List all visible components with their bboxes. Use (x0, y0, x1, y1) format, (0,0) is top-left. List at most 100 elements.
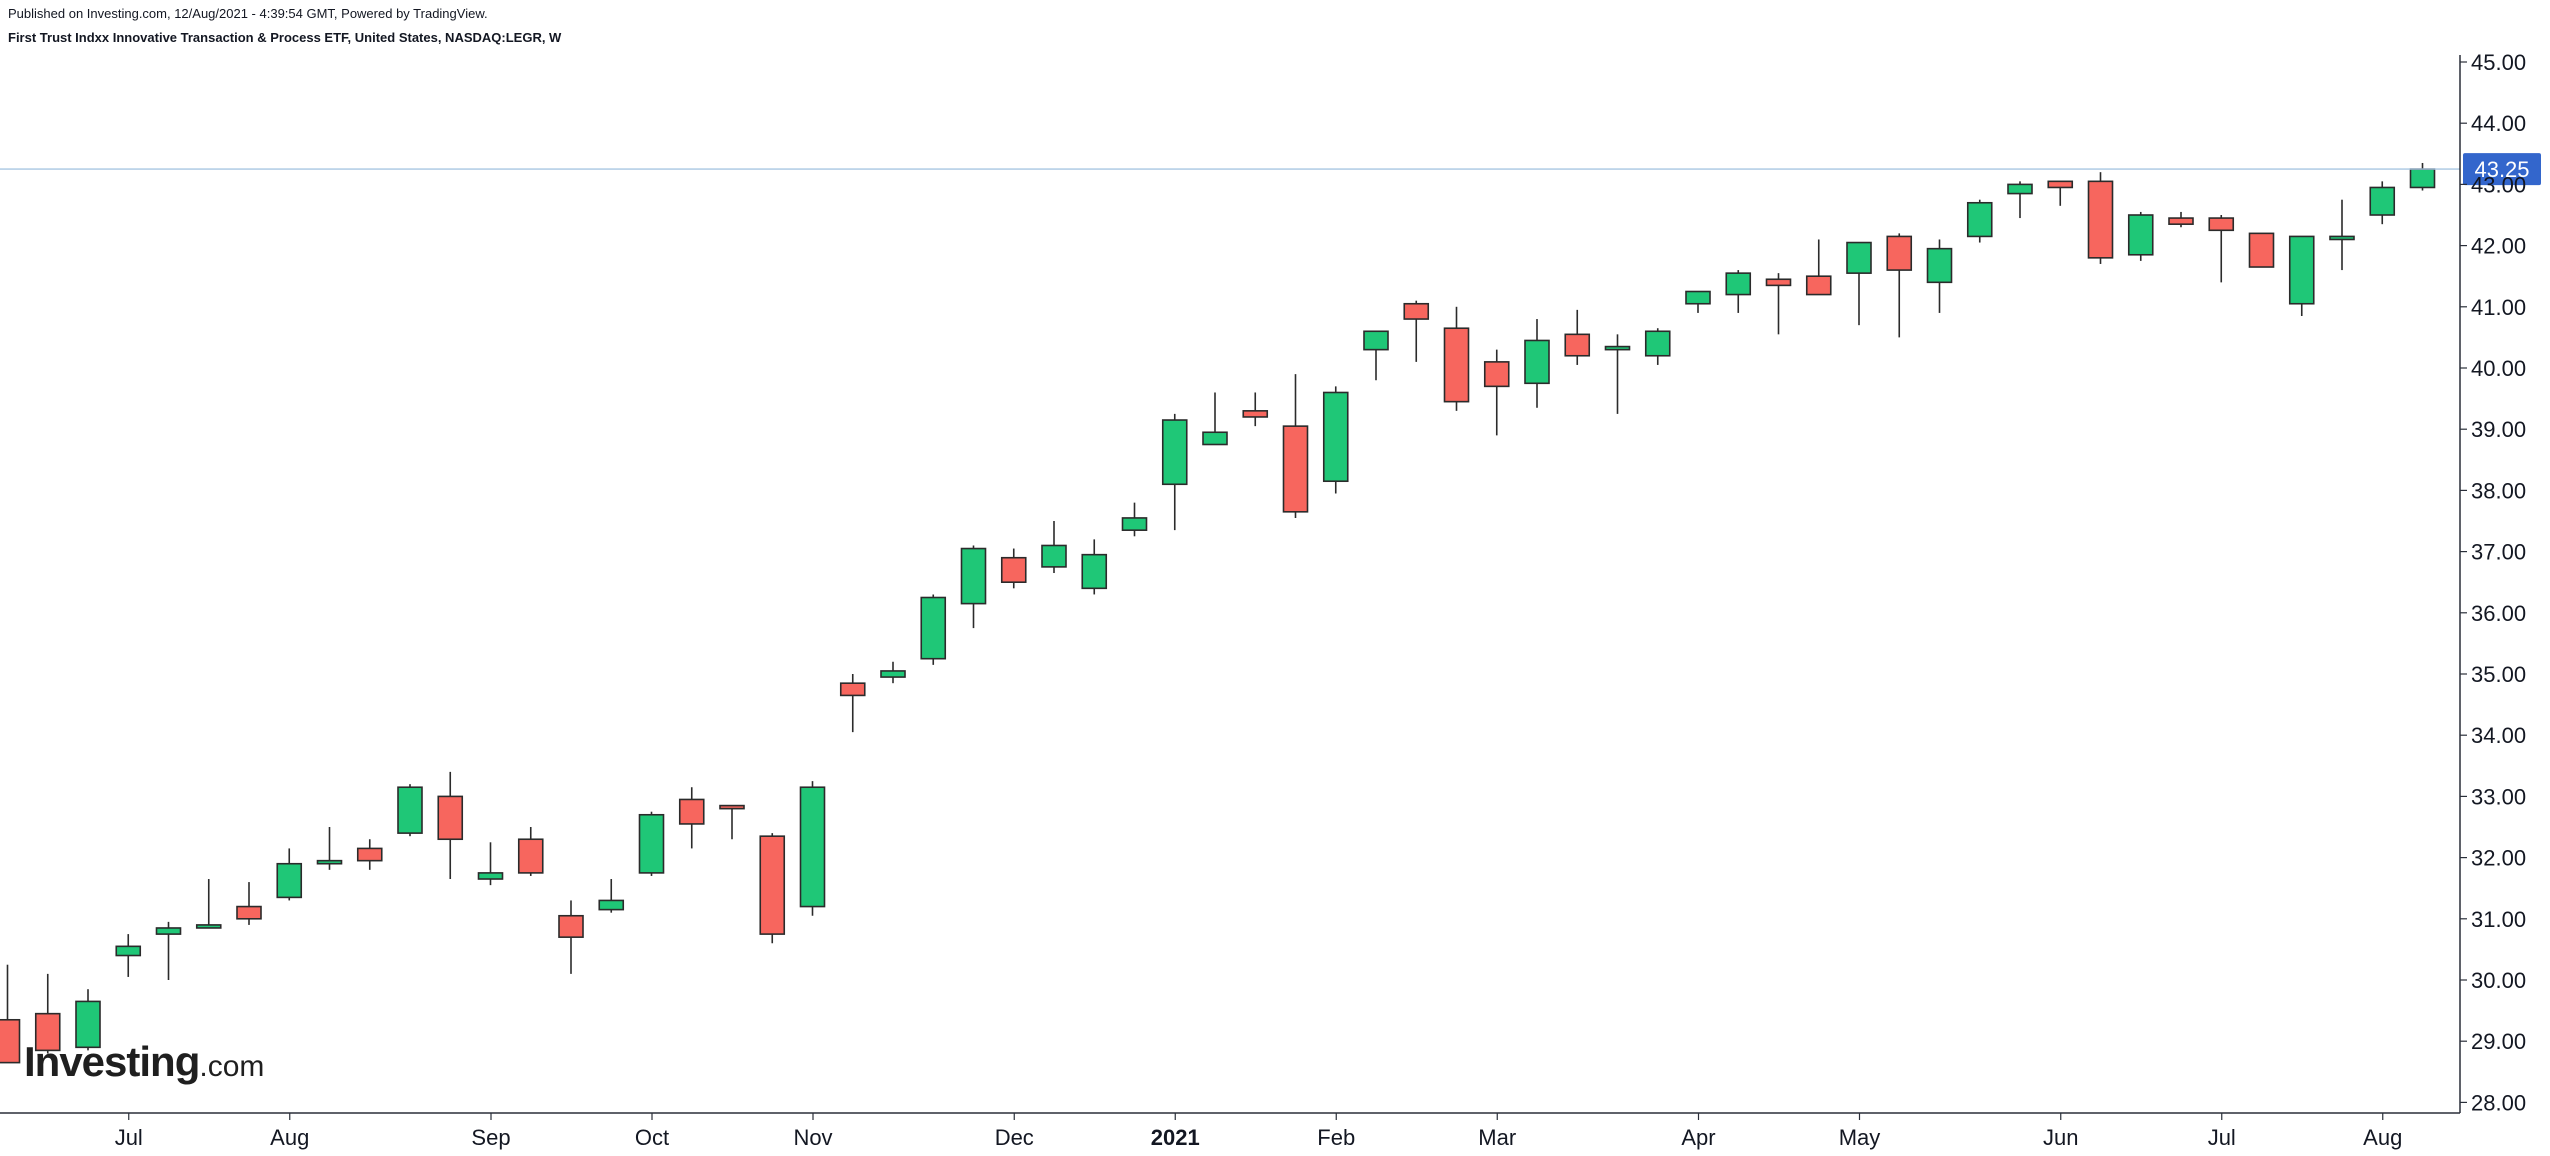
candle (1322, 386, 1349, 494)
candle-body (1322, 391, 1349, 483)
candle (2329, 199, 2355, 271)
candle (1363, 330, 1389, 381)
candle (1886, 233, 1913, 338)
candle (1443, 306, 1470, 411)
candle-body (1604, 345, 1631, 351)
candle-body (1000, 556, 1027, 583)
published-info: Published on Investing.com, 12/Aug/2021 … (8, 6, 488, 21)
x-tick-label: 2021 (1151, 1125, 1200, 1150)
candle-body (1524, 339, 1550, 385)
candle-body (2288, 235, 2315, 305)
candle (155, 921, 182, 980)
x-tick-label: Jul (115, 1125, 143, 1150)
candle (880, 661, 906, 684)
candle (1926, 239, 1953, 313)
y-tick-label: 32.00 (2471, 846, 2526, 871)
candle-body (437, 795, 464, 841)
candle (1202, 392, 1228, 446)
logo-suffix: .com (199, 1050, 265, 1083)
y-tick-label: 42.00 (2471, 234, 2526, 259)
candle-body (2168, 217, 2194, 225)
candle-body (2087, 180, 2114, 259)
candle (1403, 300, 1430, 362)
candle (236, 882, 262, 925)
x-tick-label: Jul (2208, 1125, 2236, 1150)
candle (2087, 172, 2114, 264)
candle-body (638, 813, 665, 874)
y-tick-label: 35.00 (2471, 662, 2526, 687)
candle-body (316, 859, 343, 865)
candle-body (1443, 327, 1470, 403)
y-tick-label: 36.00 (2471, 601, 2526, 626)
candle (34, 973, 61, 1054)
candle (1524, 319, 1550, 408)
candle-body (1121, 517, 1148, 531)
candle-body (2127, 214, 2154, 256)
x-tick-label: Sep (471, 1125, 510, 1150)
candle-body (2208, 217, 2235, 232)
candle-body (75, 1000, 101, 1049)
x-tick-label: Aug (270, 1125, 309, 1150)
y-tick-label: 29.00 (2471, 1029, 2526, 1054)
candle-body (236, 905, 262, 920)
price-tag (2463, 153, 2541, 186)
candle (1765, 273, 1792, 335)
x-tick-label: Nov (793, 1125, 832, 1150)
candle (2369, 181, 2396, 225)
candle-body (880, 670, 906, 678)
y-tick-label: 31.00 (2471, 907, 2526, 932)
candle-body (1242, 410, 1269, 418)
candle-body (2248, 232, 2275, 268)
candle-body (1846, 241, 1872, 274)
candle-body (115, 945, 142, 957)
candle-body (1202, 431, 1228, 446)
y-tick-label: 39.00 (2471, 417, 2526, 442)
candle (397, 784, 423, 837)
candle-body (1403, 302, 1430, 320)
candle (1725, 270, 1752, 313)
candle (839, 674, 866, 733)
candle (1564, 309, 1591, 365)
x-tick-label: Aug (2363, 1125, 2402, 1150)
y-tick-label: 37.00 (2471, 540, 2526, 565)
x-tick-label: Jun (2043, 1125, 2078, 1150)
y-tick-label: 28.00 (2471, 1090, 2526, 1115)
candle (2409, 162, 2436, 191)
y-tick-label: 41.00 (2471, 295, 2526, 320)
candle-body (155, 927, 182, 935)
candle-body (1805, 275, 1832, 296)
candle-body (1483, 361, 1510, 388)
y-tick-label: 44.00 (2471, 111, 2526, 136)
candle (960, 545, 987, 629)
candle-body (799, 786, 826, 908)
candle (1966, 199, 1993, 243)
candle (195, 879, 222, 929)
x-tick-label: Mar (1478, 1125, 1516, 1150)
candle-body (2409, 168, 2436, 189)
candle (437, 771, 464, 880)
candle-body (356, 847, 383, 862)
candle (517, 827, 544, 876)
candle (1081, 539, 1108, 595)
candle-body (34, 1012, 61, 1052)
candle (719, 804, 745, 840)
candle-body (477, 872, 504, 880)
candle-body (1041, 544, 1067, 568)
investing-logo: Investing.com (24, 1038, 264, 1086)
candle-body (1564, 333, 1591, 357)
x-tick-label: Apr (1681, 1125, 1715, 1150)
candle (477, 842, 504, 886)
candle-body (517, 838, 544, 874)
y-tick-label: 30.00 (2471, 968, 2526, 993)
candle (316, 827, 343, 870)
y-tick-label: 45.00 (2471, 50, 2526, 75)
x-tick-label: Oct (635, 1125, 669, 1150)
candle (638, 811, 665, 876)
y-tick-label: 33.00 (2471, 784, 2526, 809)
candle (0, 964, 21, 1064)
candle (75, 989, 101, 1051)
candle (1242, 392, 1269, 427)
logo-main: Investing (24, 1038, 200, 1085)
candle (1604, 334, 1631, 414)
